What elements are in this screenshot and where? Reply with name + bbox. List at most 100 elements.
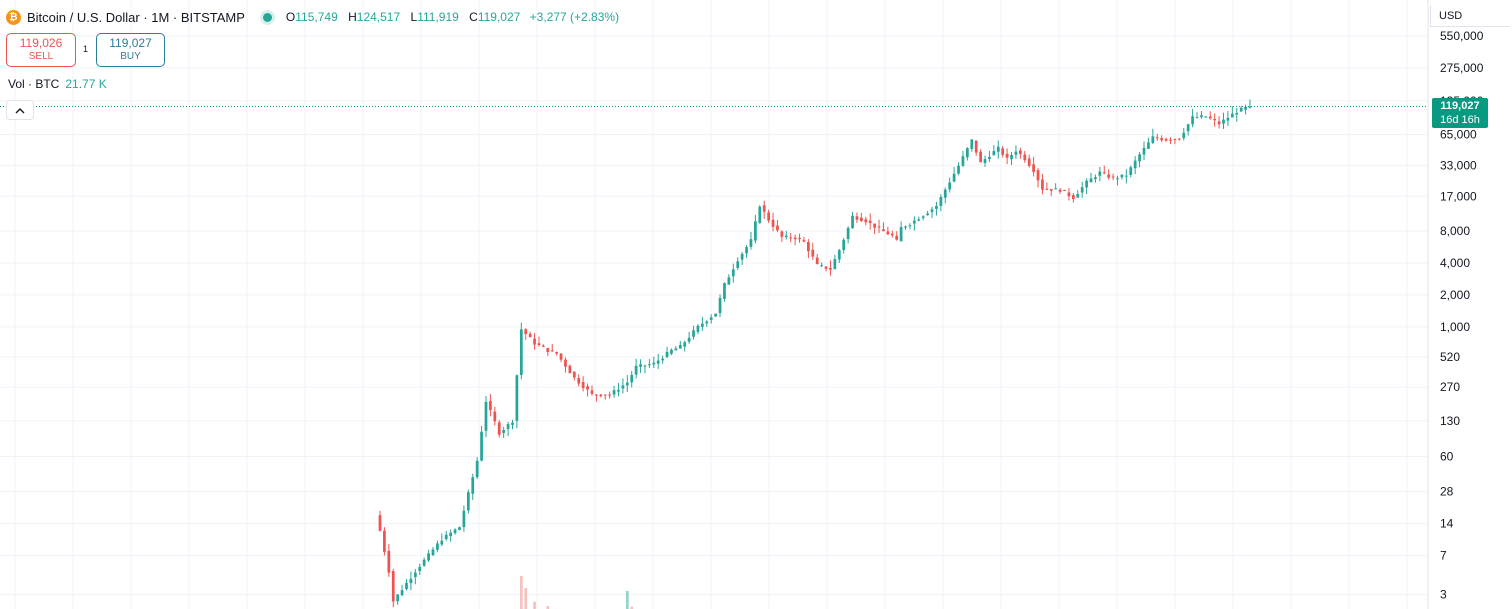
candle-body xyxy=(793,237,797,240)
candle xyxy=(1208,111,1212,120)
candle-body xyxy=(440,540,444,545)
candle-body xyxy=(705,321,709,324)
chart-grid xyxy=(0,0,1428,609)
candle-body xyxy=(882,229,885,232)
buy-button[interactable]: 119,027 BUY xyxy=(96,33,165,67)
volume-bar xyxy=(524,588,528,609)
candle-body xyxy=(612,390,616,395)
candle xyxy=(846,226,850,244)
candle-body xyxy=(515,375,519,421)
last-price-value: 119,027 xyxy=(1440,100,1480,112)
candle xyxy=(462,505,466,532)
candle-body xyxy=(1142,147,1146,155)
candle-body xyxy=(678,345,682,349)
candle-body xyxy=(471,477,475,494)
candle-body xyxy=(418,566,422,572)
candle xyxy=(652,356,656,369)
candle-body xyxy=(851,215,854,229)
candle-body xyxy=(1239,107,1243,112)
candle xyxy=(1239,105,1243,112)
candle-body xyxy=(736,261,740,268)
candle-body xyxy=(537,343,541,346)
candle-body xyxy=(846,227,850,240)
candle xyxy=(542,344,545,348)
candle-body xyxy=(820,265,823,267)
price-axis-tick-label: 8,000 xyxy=(1440,224,1470,238)
candle-body xyxy=(603,394,607,396)
collapse-legend-button[interactable] xyxy=(6,100,34,120)
candle-body xyxy=(939,197,943,206)
candle-body xyxy=(1222,119,1225,124)
candle-body xyxy=(1058,189,1062,192)
candle-body xyxy=(1208,116,1212,119)
candle xyxy=(502,426,506,438)
candle-body xyxy=(528,333,532,338)
candle-body xyxy=(617,389,620,392)
price-axis-tick-label: 65,000 xyxy=(1440,127,1477,141)
candle-body xyxy=(1155,137,1159,139)
candle-body xyxy=(590,390,594,394)
candle xyxy=(692,325,695,340)
candle-body xyxy=(378,515,382,531)
candle-body xyxy=(696,325,700,332)
candle-body xyxy=(493,411,497,422)
candle-body xyxy=(767,212,770,221)
candle-body xyxy=(559,353,563,360)
candle-body xyxy=(1094,177,1097,180)
candle-body xyxy=(1023,154,1027,161)
candle xyxy=(723,282,726,302)
candle-body xyxy=(718,297,722,314)
volume-legend[interactable]: Vol · BTC 21.77 K xyxy=(8,77,107,91)
candle-body xyxy=(506,424,510,429)
candle xyxy=(475,457,479,480)
candle-body xyxy=(674,348,678,351)
candle xyxy=(996,140,1000,159)
candle-body xyxy=(555,351,559,354)
candle-body xyxy=(974,140,978,153)
candle xyxy=(586,383,589,397)
candle xyxy=(908,223,912,230)
candle-body xyxy=(860,217,863,222)
candle xyxy=(422,557,426,567)
currency-select[interactable]: USD xyxy=(1430,5,1510,27)
candle xyxy=(988,150,991,163)
candle xyxy=(674,345,678,351)
candle-body xyxy=(431,549,435,556)
candle-body xyxy=(899,227,903,242)
candle-body xyxy=(948,182,952,190)
candle xyxy=(1173,138,1177,145)
candle-body xyxy=(639,364,642,367)
sell-button[interactable]: 119,026 SELL xyxy=(6,33,76,67)
candle xyxy=(736,257,740,270)
candle xyxy=(1195,112,1199,119)
candle-body xyxy=(630,374,634,383)
symbol-title[interactable]: Bitcoin / U.S. Dollar · 1M · BITSTAMP xyxy=(27,9,245,25)
candle-body xyxy=(1041,179,1044,190)
candle xyxy=(524,328,528,340)
price-axis[interactable]: 550,000275,000135,00065,00033,00017,0008… xyxy=(1427,0,1484,609)
price-axis-tick-label: 7 xyxy=(1440,549,1447,563)
candle-body xyxy=(1164,138,1168,141)
candle-body xyxy=(453,529,457,534)
price-axis-tick-label: 60 xyxy=(1440,450,1454,464)
candle xyxy=(767,209,770,223)
candle-body xyxy=(1169,139,1172,141)
candle xyxy=(1014,145,1018,159)
candle xyxy=(458,526,461,531)
candle-body xyxy=(912,220,916,224)
buy-price: 119,027 xyxy=(109,36,152,50)
candle xyxy=(497,419,501,438)
candle xyxy=(1080,181,1084,198)
candle xyxy=(820,262,823,268)
candle-body xyxy=(1200,115,1203,118)
candle-body xyxy=(405,582,408,590)
candle xyxy=(621,378,625,394)
candle xyxy=(802,236,806,243)
candle-body xyxy=(917,219,921,221)
candle xyxy=(1018,147,1022,159)
candle xyxy=(431,546,435,557)
candle-body xyxy=(1191,116,1194,125)
candle xyxy=(1186,123,1190,136)
candle xyxy=(1120,174,1124,180)
